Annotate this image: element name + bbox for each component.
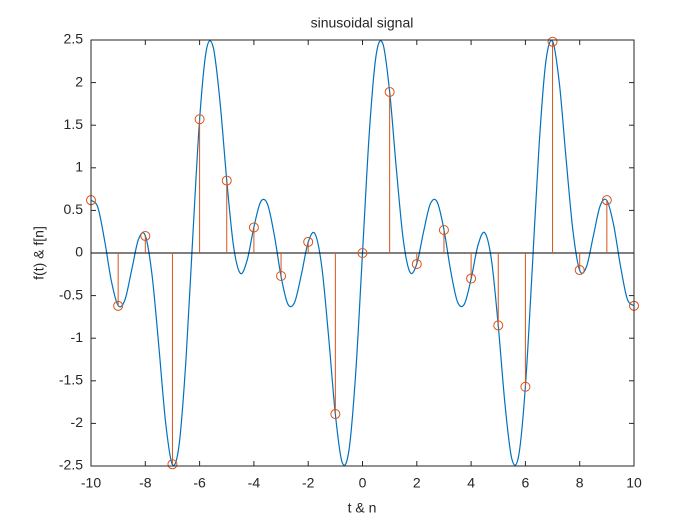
stem-marker — [357, 248, 368, 258]
stem-marker — [520, 381, 531, 392]
y-tick-label: -0.5 — [59, 286, 83, 302]
y-tick-label: -2.5 — [59, 457, 83, 473]
stem-marker — [547, 36, 558, 47]
y-tick-label: -1.5 — [59, 372, 83, 388]
x-tick-label: -4 — [248, 475, 261, 491]
axes-box — [90, 39, 635, 467]
y-tick-label: 2 — [75, 73, 83, 89]
x-axis-label: t & n — [348, 500, 377, 516]
stem-marker — [248, 222, 259, 233]
stem-marker — [330, 409, 341, 420]
y-tick-label: 1 — [75, 159, 83, 175]
stem-marker — [574, 265, 585, 276]
y-tick-label: -1 — [71, 329, 84, 345]
x-tick-label: -10 — [81, 475, 101, 491]
stem-marker — [221, 175, 232, 186]
stem-marker — [411, 259, 422, 270]
x-tick-label: 2 — [413, 475, 421, 491]
stem-marker — [194, 114, 205, 125]
stem-marker — [140, 230, 151, 241]
y-tick-label: -2 — [71, 414, 84, 430]
stem-marker — [466, 273, 477, 284]
y-axis-label: f(t) & f[n] — [31, 226, 47, 280]
x-tick-label: -6 — [193, 475, 206, 491]
x-tick-label: 0 — [359, 475, 367, 491]
stem-marker — [493, 320, 504, 331]
stem-marker — [276, 271, 287, 282]
stem-marker — [438, 224, 449, 235]
stem-marker — [384, 86, 395, 97]
x-tick-label: 8 — [576, 475, 584, 491]
stem-marker — [167, 459, 178, 470]
y-tick-label: 1.5 — [64, 116, 84, 132]
x-tick-label: 6 — [522, 475, 530, 491]
y-tick-label: 0.5 — [64, 201, 84, 217]
y-tick-label: 0 — [75, 244, 83, 260]
stem-marker — [601, 195, 612, 206]
y-tick-label: 2.5 — [64, 31, 84, 47]
x-tick-label: 4 — [467, 475, 475, 491]
x-tick-label: -8 — [139, 475, 152, 491]
stem-marker — [113, 300, 124, 311]
x-tick-label: -2 — [302, 475, 315, 491]
chart-title: sinusoidal signal — [311, 15, 414, 31]
x-tick-label: 10 — [626, 475, 642, 491]
stem-marker — [303, 236, 314, 247]
